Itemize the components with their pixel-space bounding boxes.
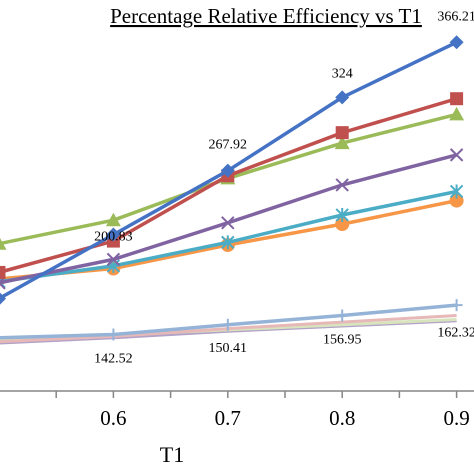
series-4-point <box>449 148 464 162</box>
series-3-point <box>0 237 7 250</box>
series-2 <box>0 92 464 279</box>
series-7-point <box>221 318 234 331</box>
series-5 <box>0 184 464 289</box>
x-axis: 0.6 0.7 0.8 0.9 <box>0 390 474 430</box>
series-7-point <box>336 309 349 322</box>
data-label: 156.95 <box>323 333 362 348</box>
data-label: 267.92 <box>209 138 248 153</box>
series-layer <box>0 35 465 345</box>
data-label-layer: 200.83 267.92 324 366.21 142.52 150.41 156.95 1… <box>94 9 474 366</box>
series-4-point <box>221 216 235 230</box>
series-2-point <box>450 92 464 106</box>
data-label: 150.41 <box>209 341 248 356</box>
data-label: 142.52 <box>94 351 133 366</box>
data-label: 324 <box>332 66 353 81</box>
series-3-point <box>334 135 350 150</box>
x-axis-title: T1 <box>160 442 184 467</box>
series-4-point <box>106 252 121 267</box>
series-1-point <box>220 163 235 178</box>
series-2-point <box>0 265 6 279</box>
series-5-point <box>221 235 235 250</box>
series-2-point <box>335 126 349 140</box>
series-7 <box>0 299 463 344</box>
series-1-point <box>106 227 121 242</box>
series-3-point <box>449 106 465 121</box>
data-label: 366.21 <box>437 9 474 24</box>
x-tick-label: 0.9 <box>443 406 469 430</box>
series-1-point <box>0 292 6 305</box>
x-tick-label: 0.6 <box>100 406 126 430</box>
series-4 <box>0 148 464 290</box>
series-7-point <box>450 299 463 312</box>
series-1-point <box>449 35 464 50</box>
series-6-point <box>335 217 350 232</box>
series-6-point <box>449 193 464 208</box>
x-tick-label: 0.7 <box>215 406 241 430</box>
series-1 <box>0 35 464 305</box>
x-tick-label: 0.8 <box>329 406 355 430</box>
series-7-point <box>107 328 120 341</box>
series-5-point <box>335 207 349 222</box>
series-1-point <box>335 90 350 105</box>
data-label: 162.32 <box>437 326 474 341</box>
series-7-point <box>0 331 5 344</box>
series-4-point <box>335 178 349 192</box>
data-label: 200.83 <box>94 229 133 244</box>
chart-title: Percentage Relative Efficiency vs T1 <box>110 4 422 28</box>
series-3-point <box>105 212 121 227</box>
series-5-point <box>449 184 464 199</box>
